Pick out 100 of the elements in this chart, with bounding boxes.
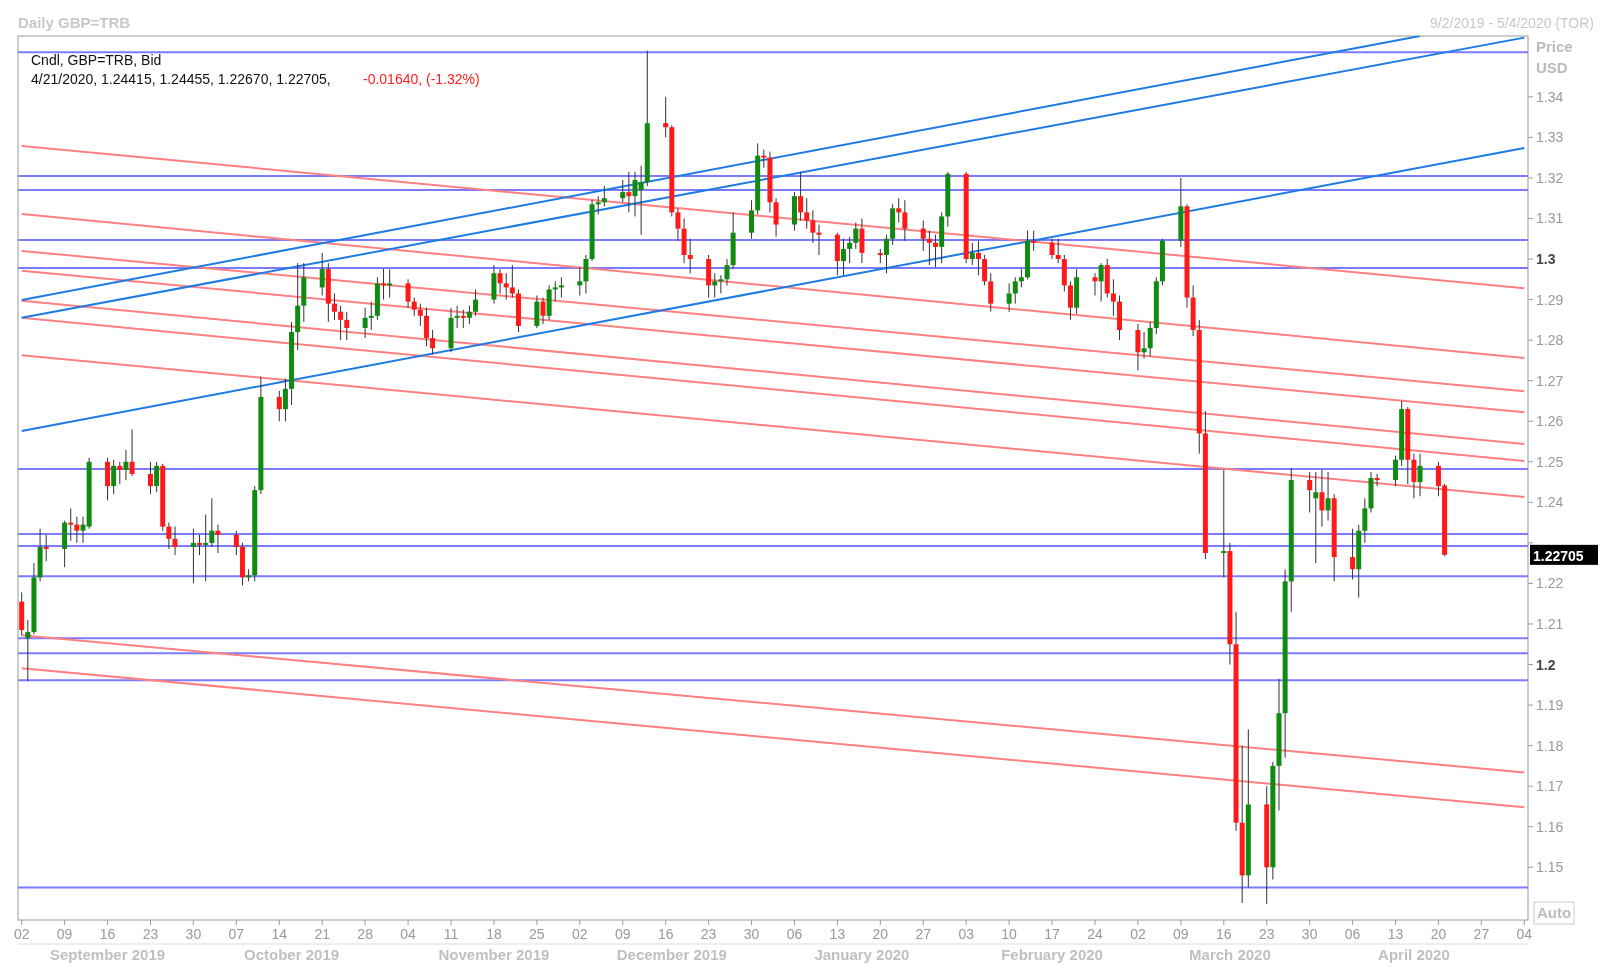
candlestick — [209, 497, 215, 548]
candlestick — [577, 266, 583, 297]
x-tick-label: 07 — [228, 926, 245, 942]
y-tick-label: 1.18 — [1536, 737, 1564, 754]
x-tick-label: 06 — [1344, 926, 1361, 942]
candlestick — [687, 238, 693, 274]
x-tick-label: 11 — [443, 926, 459, 942]
y-tick-label: 1.26 — [1536, 413, 1564, 430]
candlestick — [988, 272, 994, 313]
candlestick — [761, 149, 767, 169]
y-tick-label: 1.2 — [1536, 656, 1556, 673]
x-tick-label: 02 — [13, 926, 30, 942]
candlestick — [166, 522, 172, 550]
x2-tick-label: February 2020 — [1001, 946, 1103, 963]
candlestick — [417, 303, 423, 327]
x-tick-label: 23 — [700, 926, 717, 942]
candlestick — [1049, 238, 1055, 260]
candlestick — [595, 195, 601, 215]
candlestick — [129, 428, 135, 477]
y-tick-label: 1.15 — [1536, 859, 1564, 876]
x-tick-label: 16 — [657, 926, 674, 942]
x2-tick-label: January 2020 — [814, 946, 910, 963]
x2-tick-label: December 2019 — [616, 946, 727, 963]
candlestick — [883, 234, 889, 274]
y-tick-label: 1.25 — [1536, 453, 1564, 470]
candlestick — [969, 242, 975, 266]
candlestick — [1313, 471, 1319, 564]
candlestick — [460, 309, 466, 329]
candlestick — [74, 516, 80, 544]
candlestick — [626, 171, 632, 213]
candlestick — [381, 268, 387, 301]
candlestick — [1012, 276, 1018, 305]
candlestick — [902, 199, 908, 242]
candlestick — [1110, 278, 1116, 317]
candlestick — [1411, 453, 1417, 499]
candlestick — [1374, 473, 1380, 487]
candlestick — [798, 171, 804, 221]
x-tick-label: 04 — [400, 926, 417, 942]
candlestick — [503, 272, 509, 301]
candlestick — [405, 278, 411, 309]
candlestick — [1067, 280, 1073, 321]
candlestick — [1031, 230, 1037, 252]
y-tick-label: 1.28 — [1536, 332, 1564, 349]
candlestick — [724, 258, 730, 286]
candlestick — [1018, 268, 1024, 288]
candlestick — [362, 307, 368, 339]
candlestick — [1147, 321, 1153, 357]
candlestick — [1141, 331, 1147, 359]
y-tick-label: 1.34 — [1536, 88, 1564, 105]
candlestick — [466, 305, 472, 325]
candlestick — [509, 264, 515, 299]
candlestick — [1350, 528, 1356, 580]
y-tick-label: 1.17 — [1536, 778, 1564, 795]
candlestick — [430, 329, 436, 355]
candlestick — [276, 390, 282, 422]
candlestick — [282, 378, 288, 422]
x-tick-label: 30 — [1301, 926, 1318, 942]
candlestick — [975, 240, 981, 276]
candlestick — [344, 311, 350, 341]
y-tick-label: 1.32 — [1536, 169, 1564, 186]
y-tick-label: 1.3 — [1536, 251, 1556, 268]
text: 1.22705 — [1533, 547, 1584, 564]
candlestick — [926, 230, 932, 266]
x-tick-label: 28 — [357, 926, 374, 942]
candlestick — [1307, 471, 1313, 513]
x-tick-label: 18 — [486, 926, 502, 942]
x-tick-label: 13 — [1387, 926, 1404, 942]
x-tick-label: 06 — [786, 926, 803, 942]
candlestick — [749, 199, 755, 240]
candlestick — [423, 307, 429, 347]
candlestick — [816, 224, 822, 256]
candlestick — [497, 268, 503, 294]
candlestick — [601, 185, 607, 207]
candlestick — [853, 222, 859, 250]
auto-button: Auto — [1533, 901, 1575, 925]
candlestick — [1393, 455, 1399, 487]
candlestick — [583, 254, 589, 294]
candlestick — [552, 280, 558, 303]
x2-tick-label: November 2019 — [438, 946, 550, 963]
candlestick — [712, 272, 718, 299]
y-tick-label: 1.19 — [1536, 697, 1564, 714]
annotation: Cndl, GBP=TRB, Bid — [31, 52, 162, 68]
x-tick-label: 02 — [572, 926, 588, 942]
candlestick — [810, 209, 816, 244]
x-tick-label: 09 — [1173, 926, 1189, 942]
x-tick-label: 04 — [1516, 926, 1533, 942]
x-tick-label: 10 — [1001, 926, 1018, 942]
x-tick-label: 23 — [1258, 926, 1275, 942]
candlestick — [197, 534, 203, 556]
candlestick — [203, 514, 209, 582]
x2-tick-label: September 2019 — [50, 946, 166, 963]
x-tick-label: 23 — [142, 926, 159, 942]
x-tick-label: 02 — [1130, 926, 1146, 942]
y-tick-label: 1.31 — [1536, 210, 1564, 227]
candlestick — [43, 534, 49, 562]
y-tick-label: 1.29 — [1536, 291, 1564, 308]
candlestick — [1092, 272, 1098, 297]
x-tick-label: 03 — [958, 926, 975, 942]
candlestick — [117, 461, 123, 485]
candlestick — [147, 461, 153, 495]
